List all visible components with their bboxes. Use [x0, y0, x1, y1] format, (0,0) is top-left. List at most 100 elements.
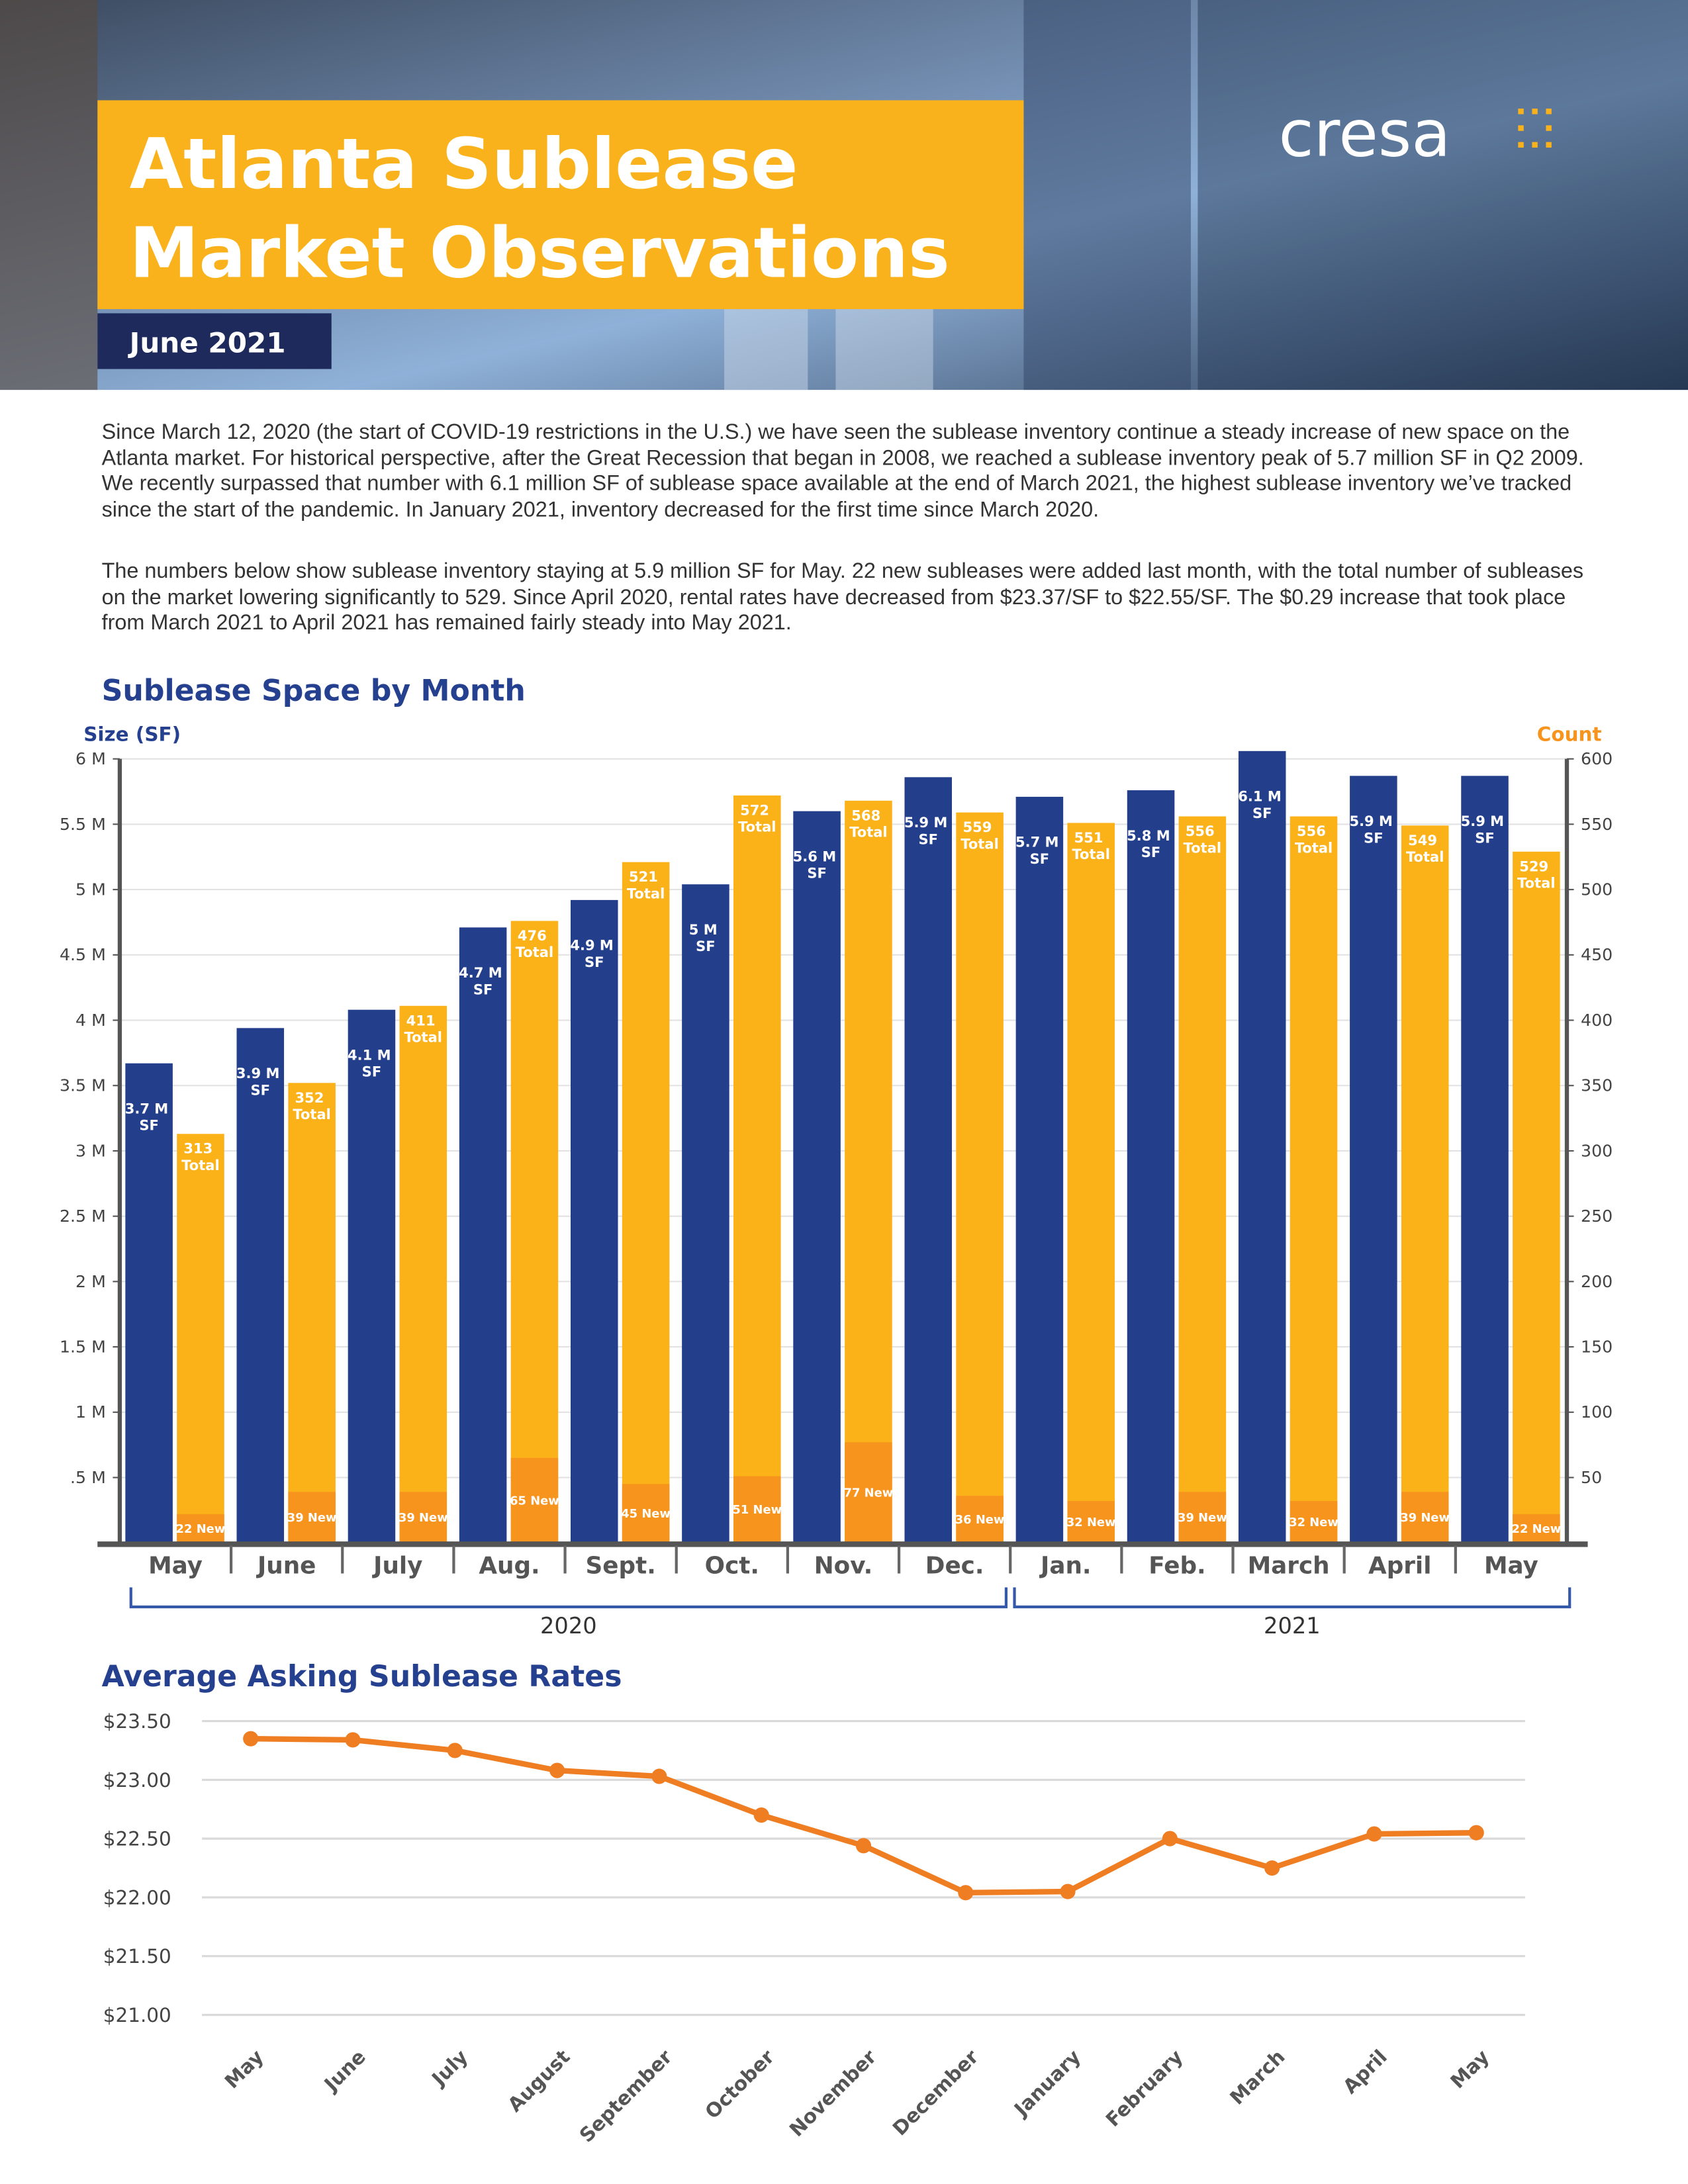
data-label: 77 New [844, 1486, 894, 1500]
bar [125, 1063, 173, 1543]
group-label: 2021 [1264, 1613, 1321, 1639]
data-label: 39 New [1178, 1511, 1227, 1525]
y2-tick-label: 400 [1581, 1011, 1613, 1030]
bar [1350, 776, 1397, 1543]
x-tick-label: June [319, 2046, 370, 2097]
bar [177, 1134, 224, 1543]
x-tick-label: June [256, 1553, 316, 1580]
data-label: 551 Total [1072, 829, 1110, 862]
bar [570, 899, 618, 1543]
data-label: 39 New [1400, 1511, 1450, 1525]
x-tick-label: Jan. [1039, 1553, 1091, 1580]
bar [1127, 790, 1175, 1543]
x-tick-label: April [1338, 2046, 1391, 2099]
bar [682, 884, 729, 1543]
x-tick-label: September [575, 2045, 677, 2146]
bar [348, 1009, 396, 1543]
y-tick-label: 4.5 M [60, 945, 106, 964]
data-label: 476 Total [516, 927, 553, 960]
y-tick-label: 3 M [75, 1141, 106, 1160]
point [651, 1768, 667, 1784]
bar [399, 1005, 447, 1543]
x-tick-label: July [372, 1553, 422, 1580]
bar [904, 777, 953, 1543]
data-label: 4.9 M SF [570, 937, 618, 970]
bar [622, 1484, 670, 1543]
data-label: 568 Total [849, 807, 887, 840]
bar [845, 1442, 892, 1543]
data-label: 5 M SF [689, 921, 722, 954]
y2-tick-label: 450 [1581, 945, 1613, 964]
bar [1461, 776, 1509, 1543]
bar [1178, 816, 1227, 1543]
data-label: 5.9 M SF [1349, 813, 1397, 846]
bar [399, 1492, 447, 1543]
data-label: 22 New [1512, 1522, 1562, 1536]
point [958, 1885, 974, 1901]
x-tick-label: December [888, 2045, 983, 2140]
x-tick-label: May [220, 2046, 268, 2093]
y2-tick-label: 350 [1581, 1076, 1613, 1095]
x-tick-label: Feb. [1149, 1553, 1205, 1580]
x-tick-label: January [1009, 2046, 1085, 2122]
data-label: 65 New [510, 1494, 559, 1508]
bar [236, 1028, 285, 1543]
y-tick-label: 1.5 M [60, 1338, 106, 1357]
bar [956, 812, 1004, 1543]
y2-tick-label: 200 [1581, 1272, 1613, 1291]
y-tick-label: $21.50 [103, 1945, 171, 1968]
bar [1513, 851, 1560, 1543]
logo-dots [1518, 109, 1552, 148]
bar [177, 1514, 224, 1543]
bar [1067, 823, 1115, 1543]
data-label: 352 Total [293, 1089, 330, 1122]
bar [845, 800, 892, 1543]
x-tick-label: November [785, 2045, 881, 2141]
data-label: 4.1 M SF [348, 1046, 396, 1079]
bar [622, 862, 670, 1543]
x-tick-label: May [1484, 1553, 1538, 1580]
point [1468, 1825, 1484, 1841]
data-label: 5.9 M SF [1461, 813, 1509, 846]
y-tick-label: 4 M [75, 1011, 106, 1030]
x-tick-label: Nov. [814, 1553, 872, 1580]
y2-tick-label: 150 [1581, 1338, 1613, 1357]
bar [510, 1457, 559, 1543]
y2-tick-label: 250 [1581, 1206, 1613, 1226]
point [549, 1762, 565, 1778]
x-tick-label: October [701, 2045, 779, 2123]
y-tick-label: $22.00 [103, 1886, 171, 1909]
data-label: 45 New [621, 1507, 671, 1521]
line [250, 1735, 1477, 1896]
bar [288, 1083, 336, 1543]
x-tick-label: May [1446, 2046, 1493, 2093]
data-label: 3.7 M SF [125, 1100, 173, 1133]
point [345, 1732, 361, 1748]
y2-tick-label: 50 [1581, 1468, 1602, 1487]
y2-tick-label: 550 [1581, 815, 1613, 834]
data-label: 313 Total [181, 1140, 219, 1173]
y-tick-label: 3.5 M [60, 1076, 106, 1095]
x-tick-label: March [1225, 2046, 1289, 2109]
data-label: 559 Total [961, 819, 998, 852]
bar [956, 1496, 1004, 1543]
bar [510, 921, 559, 1543]
point [1264, 1860, 1280, 1876]
data-label: 32 New [1289, 1516, 1338, 1529]
bar [1401, 825, 1449, 1543]
point [1366, 1826, 1382, 1842]
data-label: 32 New [1066, 1516, 1116, 1529]
group-bracket [1013, 1587, 1571, 1609]
paragraph: Since March 12, 2020 (the start of COVID… [101, 420, 1584, 522]
point [243, 1731, 259, 1747]
x-tick-label: March [1248, 1553, 1330, 1580]
data-label: 521 Total [627, 868, 665, 901]
y-tick-label: .5 M [70, 1468, 106, 1487]
data-label: 529 Total [1517, 858, 1555, 891]
title-box [97, 100, 1024, 310]
y2-tick-label: 300 [1581, 1141, 1613, 1160]
bar [1289, 1501, 1338, 1543]
